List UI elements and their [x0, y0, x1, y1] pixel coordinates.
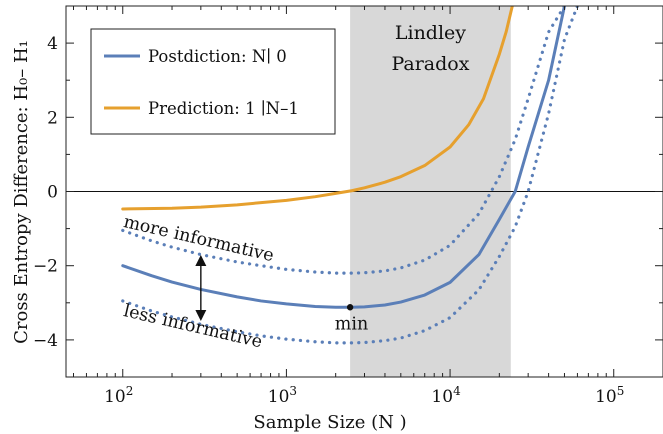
x-tick-label: 104 [431, 384, 461, 407]
series-1-line [121, 6, 514, 211]
x-tick-label: 105 [595, 384, 624, 407]
y-tick-label: 2 [47, 108, 58, 128]
series-0-line [121, 6, 566, 309]
more-informative-label: more informative [122, 212, 276, 266]
lindley-paradox-label-line-2: Paradox [391, 53, 469, 75]
y-tick-label: −2 [33, 257, 58, 277]
series-group [121, 6, 580, 345]
legend-frame [90, 28, 336, 135]
y-tick-label: −4 [33, 331, 58, 351]
series-3-dotted [121, 6, 580, 345]
min-label: min [335, 314, 368, 334]
x-tick-label: 102 [104, 384, 133, 407]
lindley-paradox-label-line-1: Lindley [395, 22, 466, 44]
axis-ticks: 102 103 104 105 −4 −2 0 2 4 [33, 5, 663, 407]
y-axis-label: Cross Entropy Difference: H₀– H₁ [11, 40, 32, 344]
minimum-marker [346, 304, 354, 311]
legend-label-prediction: Prediction: 1 ∣N–1 [148, 99, 299, 118]
less-informative-label: less informative [122, 301, 264, 352]
y-tick-label: 4 [47, 34, 58, 54]
x-axis-label: Sample Size (N ) [253, 412, 406, 433]
series-2-dotted [121, 6, 567, 275]
legend: Postdiction: N∣ 0 Prediction: 1 ∣N–1 [90, 28, 336, 135]
y-tick-label: 0 [47, 183, 58, 203]
legend-label-postdiction: Postdiction: N∣ 0 [148, 47, 287, 66]
x-tick-label: 103 [268, 384, 297, 407]
